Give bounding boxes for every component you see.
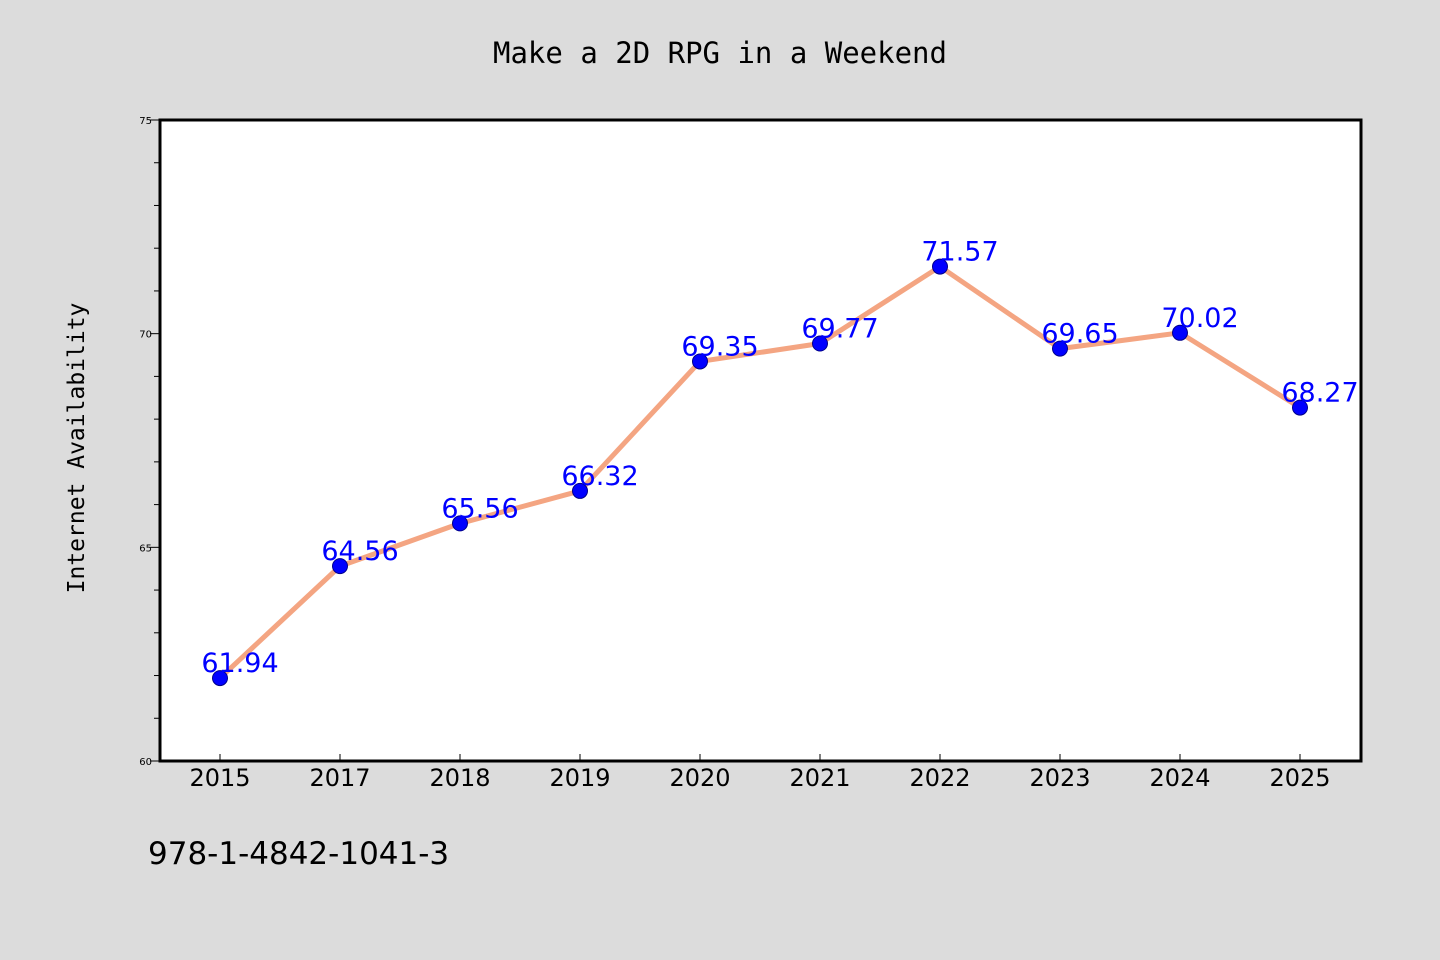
data-labels-group: 61.94 64.56 65.56 66.32 69.35 69.77 71.57 69.65… — [201, 237, 1358, 680]
data-label: 65.56 — [441, 493, 518, 524]
data-point — [572, 482, 588, 499]
x-tick-label: 2024 — [1149, 764, 1210, 792]
data-label: 68.27 — [1281, 378, 1358, 409]
data-point — [1172, 324, 1188, 341]
y-axis: 60 65 70 75 — [139, 116, 160, 768]
data-label: 69.77 — [801, 313, 878, 344]
x-axis: 2015 2017 2018 2019 2020 2021 2022 2023 2024 2025 — [189, 754, 1331, 792]
x-tick-label: 2023 — [1029, 764, 1090, 792]
y-tick-label: 60 — [139, 757, 152, 768]
isbn-text: 978-1-4842-1041-3 — [148, 836, 449, 872]
x-tick-label: 2018 — [429, 764, 490, 792]
plot-area — [158, 118, 1363, 763]
y-tick-label: 70 — [139, 330, 152, 341]
data-point — [812, 335, 828, 352]
data-point — [452, 515, 468, 532]
data-point — [1052, 340, 1068, 357]
x-tick-label: 2022 — [909, 764, 970, 792]
data-point — [1292, 399, 1308, 416]
data-label: 66.32 — [561, 461, 638, 492]
x-tick-label: 2021 — [789, 764, 850, 792]
data-label: 61.94 — [201, 648, 278, 679]
y-tick-label: 75 — [139, 116, 152, 127]
x-tick-label: 2017 — [309, 764, 370, 792]
x-tick-label: 2015 — [189, 764, 250, 792]
data-label: 71.57 — [921, 237, 998, 268]
chart-title: Make a 2D RPG in a Weekend — [493, 36, 947, 70]
data-point — [332, 558, 348, 575]
data-label: 69.65 — [1041, 319, 1118, 350]
data-label: 64.56 — [321, 536, 398, 567]
series-group — [212, 258, 1308, 687]
data-point — [692, 353, 708, 370]
data-label: 69.35 — [681, 331, 758, 362]
data-point — [212, 670, 228, 687]
series-line — [217, 264, 1303, 681]
data-point — [932, 258, 948, 275]
data-label: 70.02 — [1161, 303, 1238, 334]
x-tick-label: 2020 — [669, 764, 730, 792]
y-axis-label: Internet Availability — [64, 303, 90, 594]
x-tick-label: 2025 — [1269, 764, 1330, 792]
y-tick-label: 65 — [139, 543, 152, 554]
x-tick-label: 2019 — [549, 764, 610, 792]
